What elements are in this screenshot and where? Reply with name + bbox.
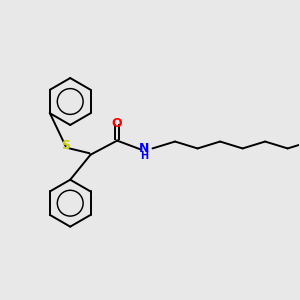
Text: N: N bbox=[139, 142, 149, 155]
Text: H: H bbox=[140, 151, 148, 161]
Text: O: O bbox=[112, 117, 122, 130]
Text: S: S bbox=[61, 140, 70, 152]
